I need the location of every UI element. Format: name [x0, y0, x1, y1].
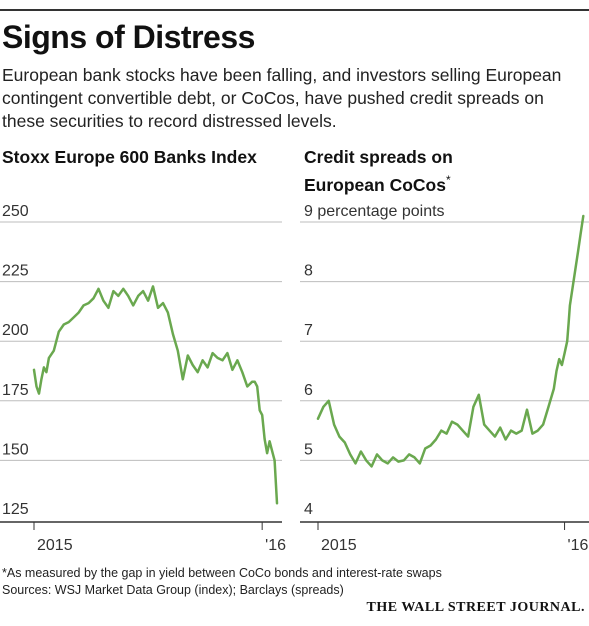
chart-2-ytick-label: 9 percentage points: [304, 203, 445, 220]
chart-1-ytick-label: 225: [2, 263, 29, 280]
page-title: Signs of Distress: [2, 19, 255, 55]
sources-line: Sources: WSJ Market Data Group (index); …: [2, 583, 344, 597]
chart-1-ytick-label: 200: [2, 322, 29, 339]
chart-1-ytick-label: 150: [2, 441, 29, 458]
chart-2-ytick-label: 4: [304, 501, 313, 518]
chart-1-xtick-label: '16: [265, 537, 286, 554]
chart-2-title-text: Credit spreads on European CoCos: [304, 147, 453, 195]
chart-1-title: Stoxx Europe 600 Banks Index: [2, 147, 257, 167]
wsj-logo: THE WALL STREET JOURNAL.: [366, 600, 585, 615]
chart-1-ytick-label: 250: [2, 203, 29, 220]
chart-2-xtick-label: 2015: [321, 537, 357, 554]
chart-1-xtick-label: 2015: [37, 537, 73, 554]
chart-2-series-line: [316, 214, 585, 468]
chart-2-ytick-label: 5: [304, 441, 313, 458]
chart-2-ytick-label: 7: [304, 322, 313, 339]
chart-2-ytick-label: 6: [304, 382, 313, 399]
page-subtitle: European bank stocks have been falling, …: [2, 65, 562, 131]
chart-2-title-marker: *: [445, 173, 451, 187]
footnote: *As measured by the gap in yield between…: [2, 566, 442, 580]
chart-2-xtick-label: '16: [568, 537, 589, 554]
top-rule: [0, 9, 589, 11]
chart-1-series-line: [32, 285, 279, 505]
chart-1-ytick-label: 175: [2, 382, 29, 399]
chart-2-ytick-label: 8: [304, 263, 313, 280]
chart-1-ytick-label: 125: [2, 501, 29, 518]
chart-2-title: Credit spreads on European CoCos*: [304, 146, 484, 197]
